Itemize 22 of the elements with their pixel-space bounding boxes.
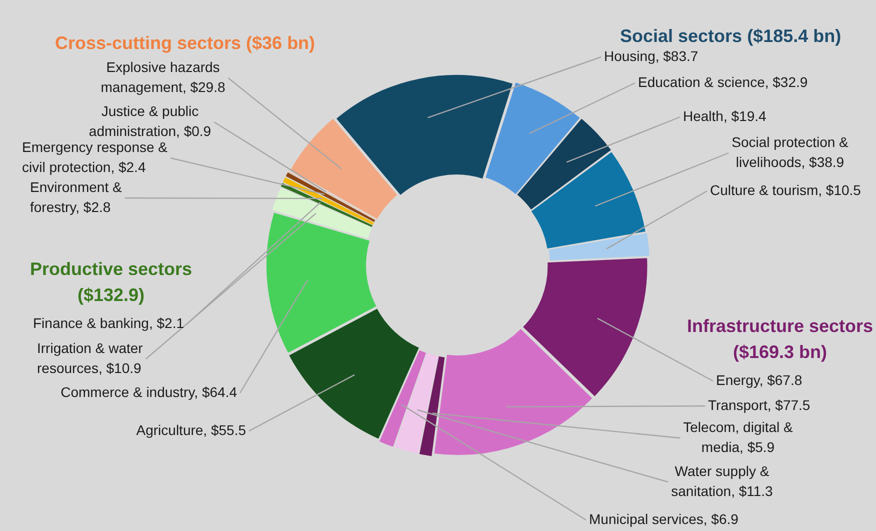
slice-label: Finance & banking, $2.1 <box>33 314 184 331</box>
slice-label: Explosive hazards management, $29.8 <box>100 58 226 95</box>
slice-label: Irrigation & water resources, $10.9 <box>37 340 144 376</box>
slice-label: Social protection & livelihoods, $38.9 <box>732 134 850 170</box>
slice-label: Energy, $67.8 <box>716 372 802 388</box>
slice-label: Environment & forestry, $2.8 <box>30 178 122 215</box>
slice-label: Municipal services, $6.9 <box>589 510 739 527</box>
slice-label: Justice & public administration, $0.9 <box>88 102 212 139</box>
slice-label: Agriculture, $55.5 <box>136 422 246 438</box>
slice-label: Culture & tourism, $10.5 <box>710 182 862 198</box>
text: Productive sectors ($132.9) <box>30 258 192 305</box>
slice-label: Transport, $77.5 <box>708 396 810 413</box>
slice-label: Emergency response & civil protection, $2.4 <box>22 138 168 175</box>
slice-label: Health, $19.4 <box>683 108 766 124</box>
slice-label: Commerce & industry, $64.4 <box>60 384 238 400</box>
text: Infrastructure sectors ($169.3 bn) <box>686 316 874 362</box>
slice-label: Telecom, digital & media, $5.9 <box>683 418 794 455</box>
slice-label: Housing, $83.7 <box>604 48 698 64</box>
slice-label: Education & science, $32.9 <box>638 74 808 90</box>
text: Cross-cutting sectors ($36 bn) <box>55 32 316 53</box>
slice-label: Water supply & sanitation, $11.3 <box>671 462 774 499</box>
text: Social sectors ($185.4 bn) <box>620 26 842 46</box>
